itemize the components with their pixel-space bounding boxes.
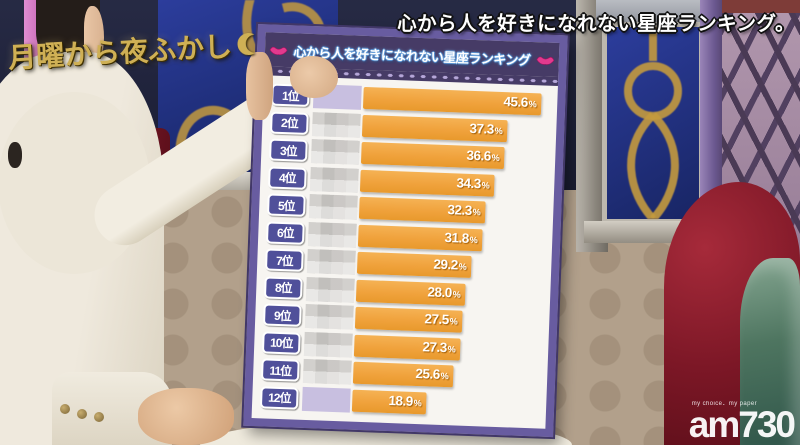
percentage-value: 31.8: [444, 229, 470, 246]
lapel-pin: [8, 142, 22, 168]
rank-badge: 12位: [259, 386, 299, 410]
rank-badge: 5位: [266, 193, 306, 217]
percent-sign: %: [481, 179, 490, 191]
rank-badge: 4位: [267, 166, 307, 190]
rank-badge: 3位: [269, 138, 308, 162]
studio-panel-right: [602, 22, 704, 224]
censored-name: [310, 139, 360, 165]
percent-sign: %: [472, 207, 481, 218]
lips-icon: [536, 56, 554, 65]
watermark-slogan: my choice．my paper: [691, 401, 758, 408]
percentage-value: 27.5: [424, 311, 450, 328]
percentage-value: 32.3: [447, 202, 473, 219]
gold-ornament-icon: [624, 27, 682, 219]
rank-badge: 11位: [260, 358, 300, 383]
show-logo: 月曜から夜ふかし: [7, 23, 261, 76]
percentage-value: 36.6: [466, 147, 492, 164]
censored-name: [311, 111, 361, 138]
percentage-bar: 31.8%: [357, 224, 483, 252]
percentage-bar: 45.6%: [362, 86, 542, 116]
percentage-bar: 25.6%: [352, 362, 454, 388]
rank-badge: 8位: [263, 276, 303, 300]
percent-sign: %: [452, 289, 461, 300]
rank-badge: 10位: [261, 331, 301, 355]
percent-sign: %: [449, 316, 458, 327]
censored-name: [301, 386, 351, 413]
ranking-rows: 1位 45.6% 2位 37.3% 3位 36.6% 4位 34.3% 5位 32.3% 6位 31.…: [252, 75, 558, 427]
percentage-value: 34.3: [456, 174, 482, 191]
censored-name: [305, 276, 355, 303]
sleeve-button: [77, 409, 87, 419]
percentage-value: 37.3: [469, 120, 495, 137]
sleeve-button: [94, 412, 104, 422]
percent-sign: %: [469, 234, 478, 245]
watermark: my choice．my paper am730: [688, 401, 796, 445]
censored-name: [304, 304, 354, 330]
percent-sign: %: [528, 98, 537, 110]
lips-icon: [270, 46, 288, 55]
percentage-value: 45.6: [503, 94, 529, 110]
percent-sign: %: [413, 397, 422, 409]
percent-sign: %: [447, 343, 456, 355]
rank-badge: 7位: [264, 248, 304, 273]
percentage-bar: 36.6%: [360, 141, 505, 170]
presenter-face: [84, 6, 104, 64]
presenter-hand-left: [246, 52, 273, 120]
percentage-bar: 18.9%: [351, 389, 427, 415]
percentage-bar: 32.3%: [358, 196, 486, 224]
percentage-bar: 28.0%: [355, 279, 466, 306]
percent-sign: %: [491, 152, 500, 163]
percentage-value: 29.2: [433, 256, 459, 273]
presenter-hand-lower: [138, 388, 234, 445]
censored-name: [303, 331, 353, 358]
censored-name: [309, 166, 359, 193]
board-title-bar: 心から人を好きになれない星座ランキング: [264, 32, 560, 78]
percentage-bar: 27.5%: [354, 307, 463, 333]
censored-name: [302, 359, 352, 385]
percentage-value: 25.6: [415, 366, 441, 383]
percentage-bar: 37.3%: [361, 114, 508, 142]
censored-name: [307, 221, 357, 248]
percentage-bar: 27.3%: [353, 334, 461, 361]
percentage-value: 28.0: [427, 284, 453, 300]
censored-name: [308, 194, 358, 220]
presenter-hand-top: [290, 56, 338, 98]
percentage-bar: 29.2%: [356, 251, 472, 279]
rank-badge: 9位: [262, 303, 302, 328]
percent-sign: %: [494, 125, 503, 136]
rank-badge: 6位: [265, 221, 305, 245]
percentage-value: 27.3: [422, 339, 448, 355]
green-sculpture: [740, 258, 800, 445]
percentage-value: 18.9: [388, 392, 414, 409]
watermark-brand: am730: [688, 403, 796, 445]
percent-sign: %: [440, 371, 449, 382]
censored-name: [306, 249, 356, 275]
percent-sign: %: [458, 261, 467, 272]
ranking-board: 心から人を好きになれない星座ランキング 1位 45.6% 2位 37.3% 3位 36.6…: [241, 21, 570, 440]
headline-caption: 心から人を好きになれない星座ランキング。: [397, 13, 795, 35]
silver-frame-top: [596, 0, 710, 26]
rank-badge: 2位: [270, 111, 309, 135]
sleeve-button: [60, 404, 70, 414]
percentage-bar: 34.3%: [359, 169, 495, 197]
crescent-moon-icon: [237, 33, 256, 55]
